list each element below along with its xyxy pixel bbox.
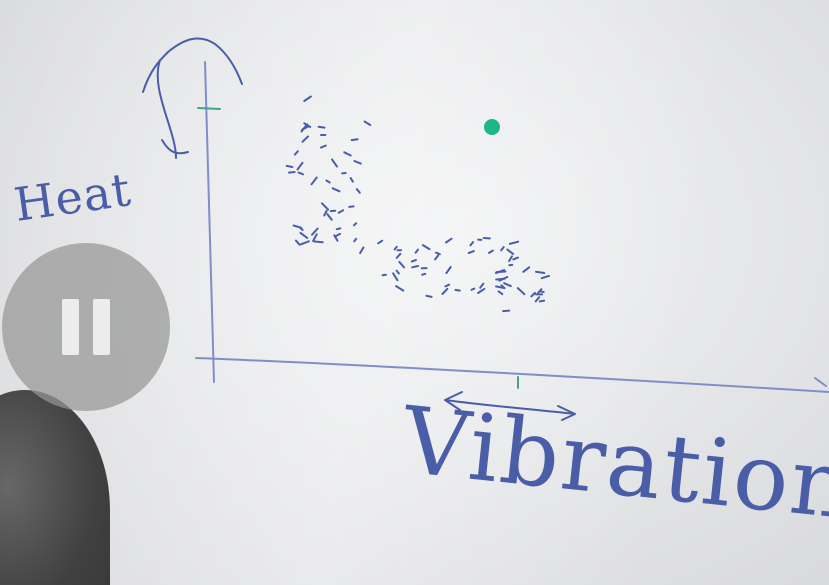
scatter-mark bbox=[393, 245, 398, 251]
scatter-mark bbox=[343, 151, 352, 157]
scatter-mark bbox=[425, 294, 433, 298]
scatter-mark bbox=[421, 272, 427, 276]
scatter-mark bbox=[500, 246, 505, 252]
scatter-mark bbox=[353, 237, 358, 243]
scatter-mark bbox=[331, 158, 338, 168]
scatter-mark bbox=[392, 272, 399, 282]
scatter-mark bbox=[299, 231, 309, 239]
scatter-mark bbox=[313, 240, 324, 244]
scatter-mark bbox=[502, 309, 511, 313]
scatter-mark bbox=[297, 171, 304, 176]
scatter-mark bbox=[335, 227, 342, 231]
scatter-mark bbox=[395, 252, 402, 259]
scatter-mark bbox=[348, 205, 355, 208]
scatter-mark bbox=[495, 285, 506, 290]
scatter-mark bbox=[377, 239, 384, 245]
scatter-mark bbox=[534, 270, 546, 274]
scatter-mark bbox=[350, 138, 359, 142]
scatter-mark bbox=[312, 233, 318, 242]
scatter-mark bbox=[503, 282, 512, 288]
scatter-mark bbox=[363, 120, 372, 126]
x-axis-line bbox=[195, 357, 829, 393]
scatter-mark bbox=[454, 288, 461, 292]
scatter-mark bbox=[296, 161, 304, 171]
scatter-mark bbox=[395, 269, 400, 275]
scatter-mark bbox=[410, 259, 417, 263]
scatter-mark bbox=[398, 260, 406, 269]
scatter-mark bbox=[508, 255, 513, 262]
y-axis-tick bbox=[197, 107, 221, 110]
x-axis-arrow-end bbox=[814, 377, 827, 387]
scatter-mark bbox=[294, 239, 301, 246]
scatter-mark bbox=[411, 265, 420, 269]
scatter-mark bbox=[538, 299, 546, 303]
scatter-mark bbox=[333, 234, 339, 242]
scatter-mark bbox=[444, 283, 451, 288]
scatter-mark bbox=[311, 227, 319, 236]
scatter-mark bbox=[522, 266, 531, 273]
scatter-mark bbox=[353, 160, 362, 165]
scatter-mark bbox=[359, 246, 365, 255]
scatter-mark bbox=[353, 222, 358, 227]
scatter-mark bbox=[488, 249, 494, 254]
scatter-mark bbox=[310, 176, 318, 186]
scatter-mark bbox=[414, 248, 419, 254]
scatter-mark bbox=[434, 254, 440, 261]
scatter-mark bbox=[508, 240, 520, 245]
x-range-arrow bbox=[444, 391, 576, 421]
scatter-mark bbox=[320, 202, 330, 211]
scatter-mark bbox=[479, 282, 485, 289]
scatter-mark bbox=[285, 164, 294, 168]
scatter-mark bbox=[540, 274, 550, 280]
scatter-mark bbox=[337, 209, 345, 214]
y-axis-line bbox=[204, 61, 215, 383]
scatter-mark bbox=[477, 287, 486, 294]
scatter-mark bbox=[469, 241, 474, 247]
scatter-mark bbox=[293, 150, 299, 156]
scatter-mark bbox=[494, 269, 506, 274]
y-range-arrow bbox=[142, 37, 243, 159]
scatter-mark bbox=[537, 288, 543, 294]
scatter-mark bbox=[445, 237, 453, 244]
scatter-mark bbox=[534, 296, 541, 303]
anomaly-point bbox=[484, 119, 500, 135]
scatter-mark bbox=[516, 287, 526, 296]
scatter-mark bbox=[317, 125, 326, 129]
scatter-mark bbox=[395, 285, 405, 292]
scatter-mark bbox=[299, 240, 310, 246]
scatter-mark bbox=[301, 135, 309, 143]
scatter-mark bbox=[320, 144, 327, 149]
scatter-mark bbox=[331, 187, 341, 193]
scatter-mark bbox=[355, 188, 361, 194]
scatter-mark bbox=[506, 248, 515, 255]
scatter-mark bbox=[512, 256, 519, 261]
scatter-mark bbox=[300, 123, 309, 133]
scatter-mark bbox=[445, 266, 452, 275]
scatter-mark bbox=[349, 177, 354, 183]
scatter-mark bbox=[325, 179, 331, 184]
scatter-mark bbox=[421, 244, 431, 251]
pause-button[interactable] bbox=[2, 243, 170, 411]
scatter-mark bbox=[323, 209, 328, 217]
pause-icon-bar bbox=[93, 299, 110, 355]
scatter-mark bbox=[288, 171, 296, 174]
scatter-mark bbox=[530, 291, 536, 298]
scatter-mark bbox=[497, 290, 504, 296]
scatter-mark bbox=[381, 273, 387, 277]
scatter-mark bbox=[539, 290, 545, 294]
scatter-cloud bbox=[285, 95, 550, 313]
scatter-mark bbox=[495, 277, 506, 281]
scatter-mark bbox=[467, 250, 475, 254]
scatter-mark bbox=[441, 287, 449, 295]
scatter-mark bbox=[292, 224, 303, 229]
scatter-mark bbox=[470, 287, 476, 291]
scatter-mark bbox=[435, 251, 441, 256]
scatter-mark bbox=[326, 213, 333, 221]
scatter-mark bbox=[303, 95, 312, 102]
pause-icon bbox=[62, 299, 79, 355]
